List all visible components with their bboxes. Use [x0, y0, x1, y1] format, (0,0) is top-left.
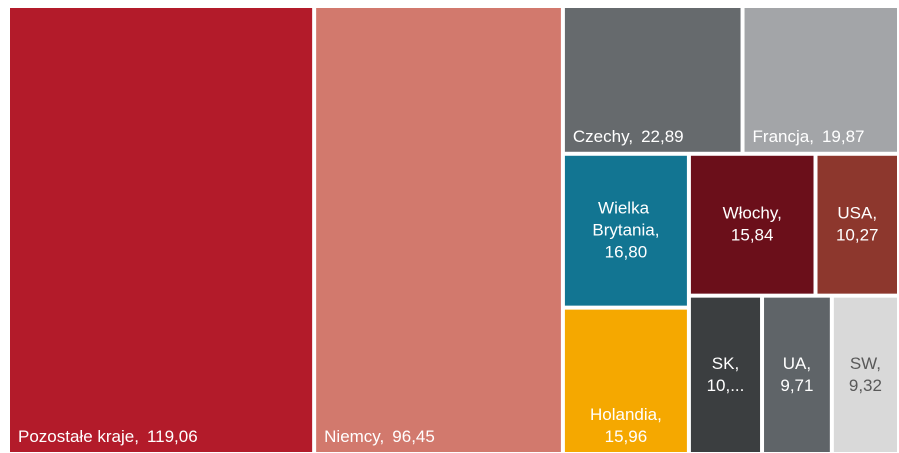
tile-value: 15,96: [605, 427, 648, 446]
tile-value: 96,45: [392, 427, 435, 446]
tile: [564, 155, 687, 306]
tile: [764, 297, 830, 452]
tile-value: 10,...: [707, 376, 745, 395]
tile-value: 16,80: [605, 243, 648, 262]
tile-value: 9,32: [849, 376, 882, 395]
tile: [817, 155, 897, 294]
tile-label: SK,: [712, 354, 739, 373]
tile-label: Czechy,: [573, 127, 633, 146]
tile: [833, 297, 897, 452]
tile-value: 119,06: [147, 427, 198, 446]
tile-label: Niemcy,: [324, 427, 384, 446]
tile-value: 9,71: [780, 376, 813, 395]
tile-label: Pozostałe kraje,: [18, 427, 139, 446]
tile-value: 22,89: [641, 127, 684, 146]
tile: [744, 8, 897, 152]
tile-label: Włochy,: [723, 204, 782, 223]
tile-label: USA,: [837, 204, 877, 223]
tile: [564, 309, 687, 452]
tile-label: Francja,: [753, 127, 814, 146]
tile-label: Wielka Brytania,: [592, 199, 659, 240]
tile: [690, 297, 761, 452]
tile: [564, 8, 741, 152]
tile-value: 19,87: [822, 127, 865, 146]
tile-value: 15,84: [731, 226, 774, 245]
tile-label: SW,: [850, 354, 881, 373]
tile-value: 10,27: [836, 226, 879, 245]
tile: [316, 8, 561, 452]
tile-label: Holandia,: [590, 405, 662, 424]
tile: [690, 155, 814, 294]
tile-label: UA,: [783, 354, 811, 373]
tile: [10, 8, 313, 452]
